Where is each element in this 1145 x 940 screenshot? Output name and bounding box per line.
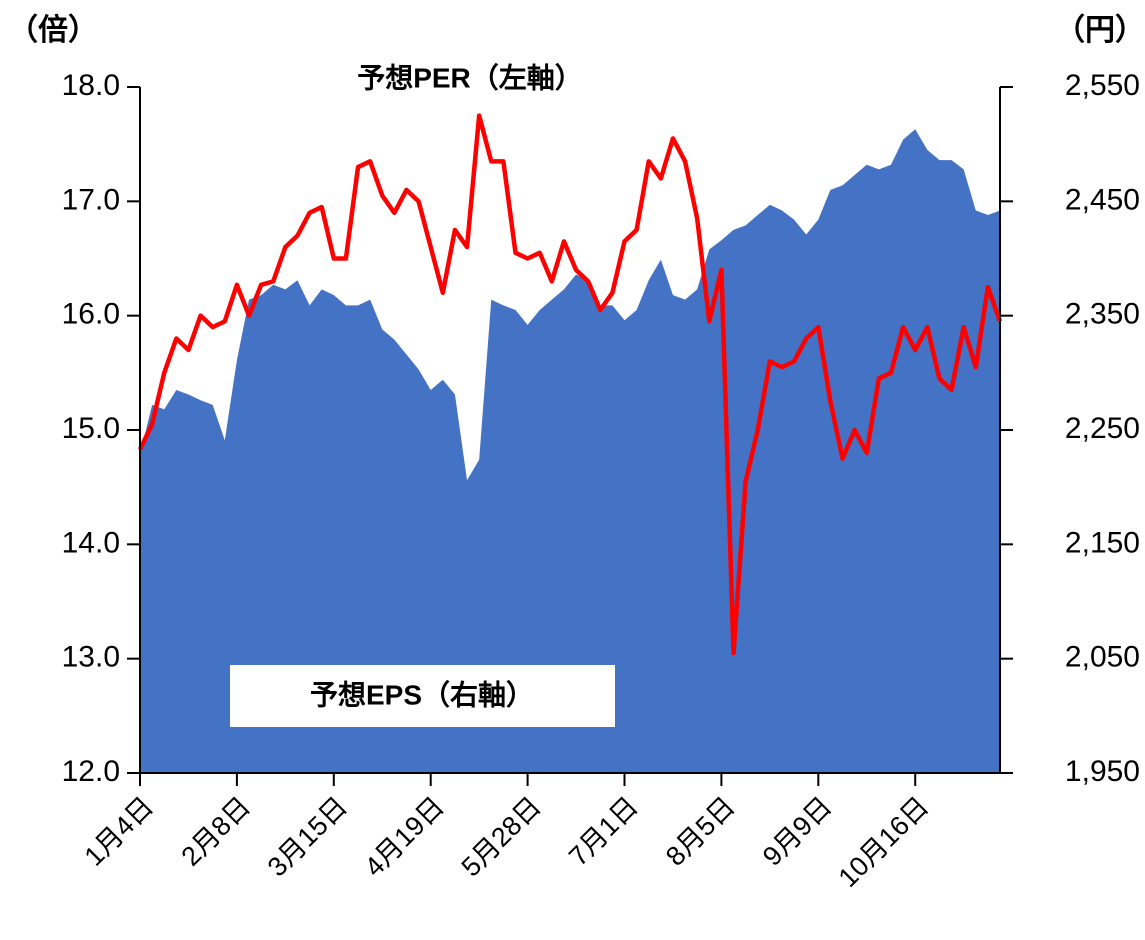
x-tick-label: 7月1日 (563, 791, 644, 872)
x-tick-label: 5月28日 (456, 791, 547, 882)
y-tick-label: 14.0 (62, 526, 120, 559)
x-tick-label: 2月8日 (176, 791, 257, 872)
x-tick-label: 1月4日 (79, 791, 160, 872)
y-tick-label: 13.0 (62, 641, 120, 674)
legend-label: 予想PER（左軸） (357, 61, 583, 93)
x-tick-label: 8月5日 (660, 791, 741, 872)
y-tick-label: 17.0 (62, 183, 120, 216)
y2-tick-label: 1,950 (1065, 755, 1140, 788)
legend-label: 予想EPS（右軸） (310, 678, 534, 710)
x-tick-label: 9月9日 (757, 791, 838, 872)
y2-axis-label: （円） (1055, 13, 1145, 47)
y2-tick-label: 2,350 (1065, 298, 1140, 331)
y-tick-label: 15.0 (62, 412, 120, 445)
x-tick-label: 3月15日 (262, 791, 353, 882)
per-line (137, 113, 1003, 656)
x-tick-label: 10月16日 (833, 791, 935, 893)
y2-tick-label: 2,550 (1065, 69, 1140, 102)
x-tick-label: 4月19日 (359, 791, 450, 882)
y2-tick-label: 2,050 (1065, 641, 1140, 674)
legend-box (230, 665, 615, 727)
y2-tick-label: 2,250 (1065, 412, 1140, 445)
y2-tick-label: 2,150 (1065, 526, 1140, 559)
y-tick-label: 16.0 (62, 298, 120, 331)
y-tick-label: 12.0 (62, 755, 120, 788)
y2-tick-label: 2,450 (1065, 183, 1140, 216)
y-tick-label: 18.0 (62, 69, 120, 102)
y-axis-label: （倍） (8, 13, 98, 47)
eps-area (140, 129, 1000, 773)
